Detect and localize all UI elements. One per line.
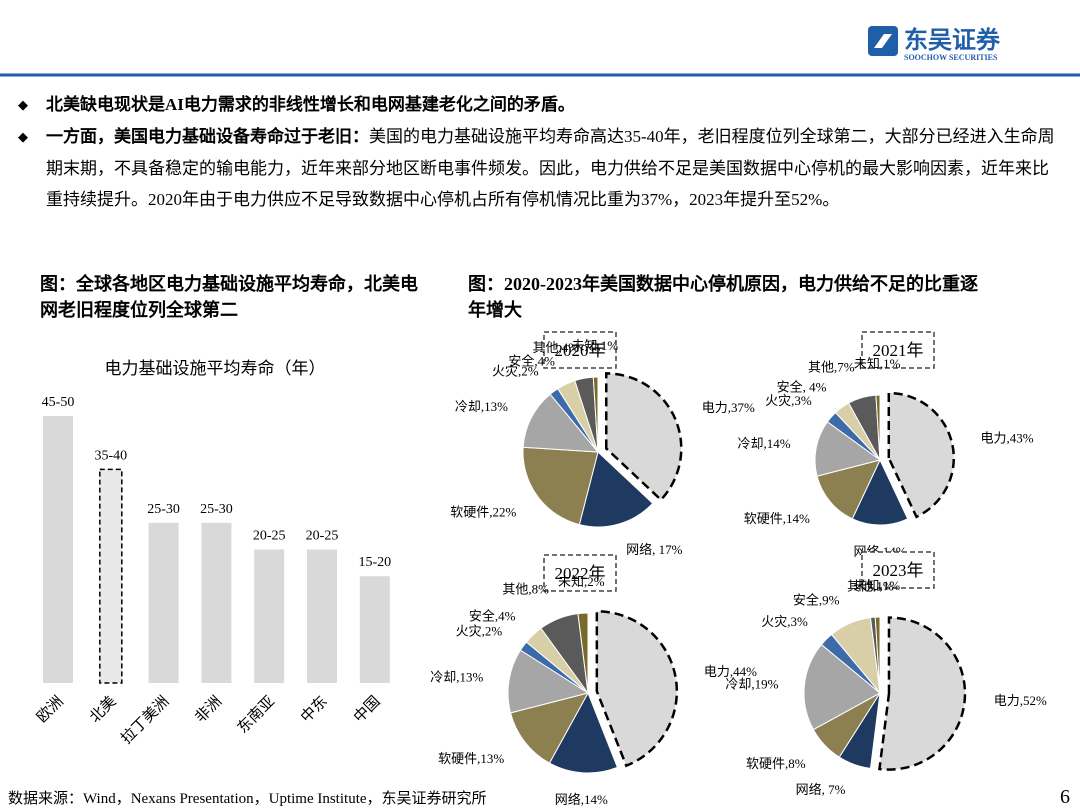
pie-label: 火灾,3% (761, 614, 808, 629)
category-label: 东南亚 (234, 693, 278, 737)
pie-label: 未知,2% (558, 574, 605, 589)
bar (307, 549, 337, 683)
pie-title: 2023年 (873, 561, 924, 580)
pie-label: 安全,4% (508, 354, 555, 369)
bar (99, 468, 123, 684)
value-label: 25-30 (147, 502, 180, 517)
pie-label: 软硬件,13% (438, 751, 504, 766)
pie-label: 网络, 7% (796, 782, 846, 797)
pie-slice (522, 393, 600, 453)
bullet-mark: ◆ (18, 129, 28, 144)
charts: 图：全球各地区电力基础设施平均寿命，北美电网老旧程度位列全球第二电力基础设施平均… (34, 273, 1047, 807)
logo: 东吴证券 SOOCHOW SECURITIES (868, 26, 1001, 62)
pie-label: 其他,4% (532, 340, 579, 355)
pie-label: 未知,1% (572, 338, 619, 353)
logo-en: SOOCHOW SECURITIES (904, 53, 998, 62)
pie-label: 网络, 17% (626, 542, 683, 557)
pie-slice (874, 616, 881, 694)
pie-label: 冷却,13% (430, 669, 483, 684)
pie-label: 电力,44% (704, 664, 757, 679)
chart-title: 图：2020-2023年美国数据中心停机原因，电力供给不足的比重逐年增大 (468, 273, 978, 320)
value-label: 15-20 (358, 555, 391, 570)
pie-label: 软硬件,22% (450, 504, 516, 519)
value-label: 25-30 (200, 502, 233, 517)
pie-slice (803, 643, 881, 731)
bar (254, 549, 285, 683)
pie-label: 未知,1% (853, 578, 900, 593)
chart-title: 图：全球各地区电力基础设施平均寿命，北美电网老旧程度位列全球第二 (40, 273, 418, 320)
pie-label: 火灾,2% (492, 363, 539, 378)
year-box (543, 554, 617, 592)
source: 数据来源：Wind，Nexans Presentation，Uptime Ins… (8, 790, 487, 807)
category-label: 中国 (350, 693, 383, 726)
pie-slice (578, 451, 654, 528)
pie-label: 未知,1% (854, 356, 901, 371)
category-label: 中东 (298, 693, 331, 726)
value-label: 45-50 (42, 395, 75, 410)
pie-label: 软硬件,8% (746, 756, 806, 771)
pie-slice (851, 458, 909, 526)
pie-label: 电力,52% (994, 693, 1047, 708)
category-label: 非洲 (192, 693, 225, 726)
pie-label: 安全, 4% (777, 379, 827, 394)
year-box (543, 331, 617, 369)
logo-mark (874, 34, 892, 48)
logo-cn: 东吴证券 (904, 26, 1001, 54)
bullet: ◆ 北美缺电现状是AI电力需求的非线性增长和电网基建老化之间的矛盾。 (18, 89, 1058, 121)
pie-label: 电力,37% (702, 400, 755, 415)
pie-label: 火灾,3% (765, 393, 812, 408)
bar (359, 576, 390, 683)
chart-subtitle: 电力基础设施平均寿命（年） (105, 359, 326, 378)
bullet: ◆ 一方面，美国电力基础设备寿命过于老旧：美国的电力基础设施平均寿命高达35-40… (18, 121, 1058, 216)
pie-slice (816, 459, 881, 520)
pie-slice (577, 612, 589, 694)
pie-slice (522, 446, 599, 526)
pie-label: 安全,9% (793, 592, 840, 607)
bullet-text: 美国的电力基础设施平均寿命高达35-40年，老旧程度位列全球第二，大部分已经进入… (46, 127, 1055, 209)
value-label: 20-25 (306, 529, 339, 544)
bullet-mark: ◆ (18, 97, 28, 112)
bullet-bold: 一方面，美国电力基础设备寿命过于老旧： (46, 127, 369, 146)
pie-label: 火灾,2% (456, 624, 503, 639)
value-label: 35-40 (94, 448, 127, 463)
value-label: 20-25 (253, 529, 286, 544)
pie-slice (595, 610, 679, 768)
pie-label: 其他,1% (847, 578, 894, 593)
pie-slice (548, 691, 619, 774)
pie-label: 其他,8% (502, 581, 549, 596)
bar (148, 522, 179, 683)
pie-title: 2020年 (555, 341, 606, 360)
pie-slice (875, 394, 881, 461)
category-label: 拉丁美洲 (118, 693, 172, 747)
pie-label: 电力,43% (981, 431, 1034, 446)
pie-label: 冷却,13% (455, 399, 508, 414)
pie-label: 软硬件,14% (744, 511, 810, 526)
pie-slice (814, 421, 882, 477)
pie-title: 2022年 (555, 564, 606, 583)
pie-slice (592, 376, 599, 453)
pie-label: 冷却,19% (725, 676, 778, 691)
bar (43, 416, 73, 683)
pie-slice (605, 372, 683, 502)
year-box (861, 551, 935, 589)
pie-slice (507, 649, 590, 714)
pie-slice (887, 391, 956, 519)
year-box (861, 331, 935, 369)
pie-slice (878, 616, 967, 771)
pie-label: 冷却,14% (738, 436, 791, 451)
page-number: 6 (1060, 786, 1070, 808)
category-label: 北美 (86, 693, 119, 726)
pie-label: 网络,14% (555, 792, 608, 807)
category-label: 欧洲 (34, 693, 67, 726)
pie-label: 安全,4% (469, 609, 516, 624)
pie-title: 2021年 (873, 341, 924, 360)
pie-label: 其他,7% (808, 360, 855, 375)
pie-slice (509, 692, 589, 764)
bar (201, 522, 232, 683)
bullet-bold: 北美缺电现状是AI电力需求的非线性增长和电网基建老化之间的矛盾。 (46, 95, 575, 114)
